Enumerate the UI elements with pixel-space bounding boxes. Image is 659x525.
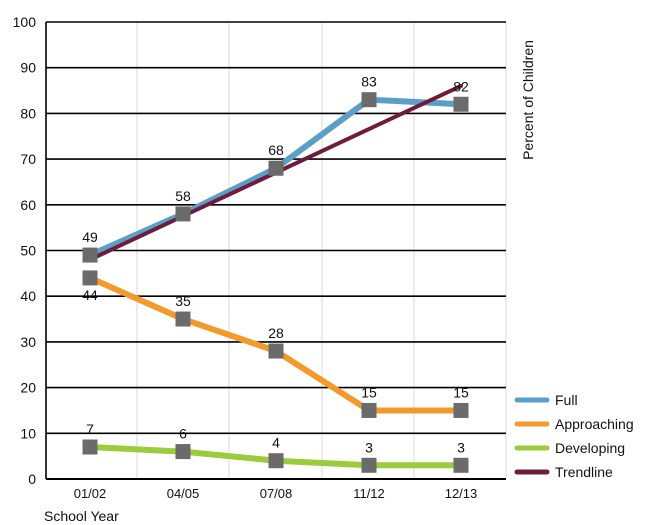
legend: Full Approaching Developing Trendline [514,392,634,480]
label-approaching-0: 44 [82,287,98,303]
legend-label-trendline: Trendline [555,464,613,480]
label-approaching-1: 35 [175,293,191,309]
point-approaching-0 [82,270,98,286]
point-developing-0 [82,439,98,455]
point-developing-2 [268,453,284,469]
label-approaching-3: 15 [361,384,377,400]
legend-label-developing: Developing [555,440,625,456]
y-tick-40: 40 [20,288,36,304]
point-developing-1 [175,444,191,460]
point-developing-4 [453,457,469,473]
legend-label-full: Full [555,392,578,408]
y-tick-70: 70 [20,151,36,167]
point-approaching-4 [453,402,469,418]
x-axis-ticks: 01/02 04/05 07/08 11/12 12/13 [74,486,478,501]
point-full-0 [82,247,98,263]
y-tick-0: 0 [28,471,36,487]
point-approaching-3 [361,402,377,418]
label-full-4: 82 [453,78,469,94]
series-markers [82,92,469,473]
x-tick-12-13: 12/13 [445,486,478,501]
x-axis-title: School Year [44,508,119,524]
label-developing-1: 6 [179,426,187,442]
y-tick-10: 10 [20,425,36,441]
label-developing-4: 3 [457,439,465,455]
data-labels: 49 58 68 83 82 44 35 28 15 15 7 6 4 3 3 [82,74,469,456]
point-full-2 [268,160,284,176]
x-tick-07-08: 07/08 [260,486,293,501]
point-approaching-2 [268,343,284,359]
y-tick-20: 20 [20,380,36,396]
label-approaching-4: 15 [453,384,469,400]
y-tick-60: 60 [20,197,36,213]
y-axis-title: Percent of Children [520,40,536,160]
y-tick-50: 50 [20,243,36,259]
label-full-1: 58 [175,188,191,204]
point-full-4 [453,96,469,112]
x-tick-01-02: 01/02 [74,486,107,501]
y-tick-30: 30 [20,334,36,350]
x-tick-04-05: 04/05 [167,486,200,501]
y-tick-100: 100 [13,14,37,30]
label-full-2: 68 [268,142,284,158]
gridlines [45,21,507,480]
y-tick-80: 80 [20,105,36,121]
label-developing-2: 4 [272,435,280,451]
label-approaching-2: 28 [268,325,284,341]
point-full-1 [175,206,191,222]
x-tick-11-12: 11/12 [353,486,385,501]
label-developing-0: 7 [86,421,94,437]
point-approaching-1 [175,311,191,327]
label-developing-3: 3 [365,439,373,455]
label-full-0: 49 [82,229,98,245]
point-developing-3 [361,457,377,473]
y-tick-90: 90 [20,60,36,76]
y-axis-ticks: 0 10 20 30 40 50 60 70 80 90 100 [13,14,37,487]
label-full-3: 83 [361,74,377,90]
legend-label-approaching: Approaching [555,416,634,432]
point-full-3 [361,92,377,108]
